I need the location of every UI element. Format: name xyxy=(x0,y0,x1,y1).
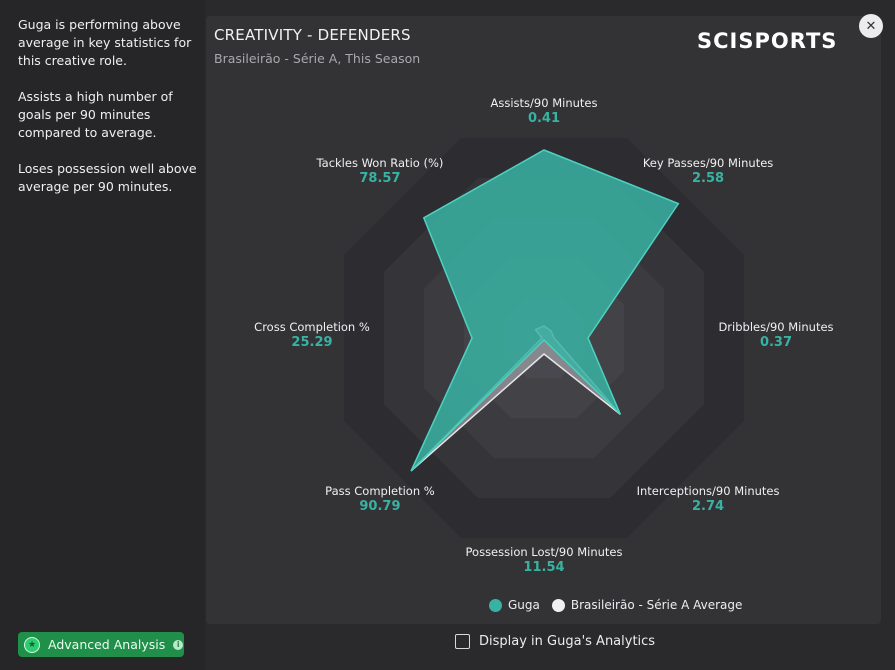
advanced-analysis-button[interactable]: ★ Advanced Analysis i xyxy=(18,632,184,657)
axis-label: Pass Completion % xyxy=(325,484,435,499)
info-icon[interactable]: i xyxy=(173,639,184,650)
chart-legend: Guga Brasileirão - Série A Average xyxy=(489,598,754,612)
close-icon[interactable]: ✕ xyxy=(859,14,883,38)
description-line-2: Assists a high number of goals per 90 mi… xyxy=(18,89,173,140)
axis-value: 25.29 xyxy=(291,335,333,350)
description-line-3: Loses possession well above average per … xyxy=(18,161,197,194)
axis-label: Assists/90 Minutes xyxy=(490,96,598,110)
advanced-analysis-label: Advanced Analysis xyxy=(48,637,166,652)
axis-label: Dribbles/90 Minutes xyxy=(718,320,834,334)
chart-title: CREATIVITY - DEFENDERS xyxy=(214,26,411,44)
axis-value: 0.41 xyxy=(527,111,561,126)
legend-item-guga[interactable]: Guga xyxy=(489,598,540,612)
chart-subtitle: Brasileirão - Série A, This Season xyxy=(214,51,421,66)
star-icon: ★ xyxy=(24,636,40,653)
axis-value: 78.57 xyxy=(359,170,401,186)
description-line-1: Guga is performing above average in key … xyxy=(18,17,192,68)
legend-item-average[interactable]: Brasileirão - Série A Average xyxy=(551,598,743,612)
legend-dot-guga xyxy=(489,598,502,612)
axis-value: 2.58 xyxy=(692,170,725,186)
axis-label: Cross Completion % xyxy=(254,320,370,334)
scisports-logo: SCISPORTS xyxy=(697,29,838,53)
radar-series-guga xyxy=(410,149,680,472)
axis-label: Possession Lost/90 Minutes xyxy=(465,545,623,559)
legend-dot-average xyxy=(551,598,565,612)
description-text: Guga is performing above average in key … xyxy=(18,16,203,214)
axis-label: Tackles Won Ratio (%) xyxy=(316,155,444,170)
axis-value: 0.37 xyxy=(759,335,793,350)
description-pane xyxy=(0,0,205,670)
axis-label: Key Passes/90 Minutes xyxy=(642,155,774,170)
checkbox-label: Display in Guga's Analytics xyxy=(479,634,656,649)
axis-value: 90.79 xyxy=(359,499,401,515)
axis-value: 11.54 xyxy=(523,560,565,575)
axis-label: Interceptions/90 Minutes xyxy=(636,484,780,499)
axis-value: 2.74 xyxy=(692,499,725,515)
legend-label-guga: Guga xyxy=(508,598,540,612)
display-in-analytics-checkbox[interactable]: Display in Guga's Analytics xyxy=(455,634,655,649)
legend-label-average: Brasileirão - Série A Average xyxy=(570,598,743,612)
checkbox-box[interactable] xyxy=(455,634,470,649)
